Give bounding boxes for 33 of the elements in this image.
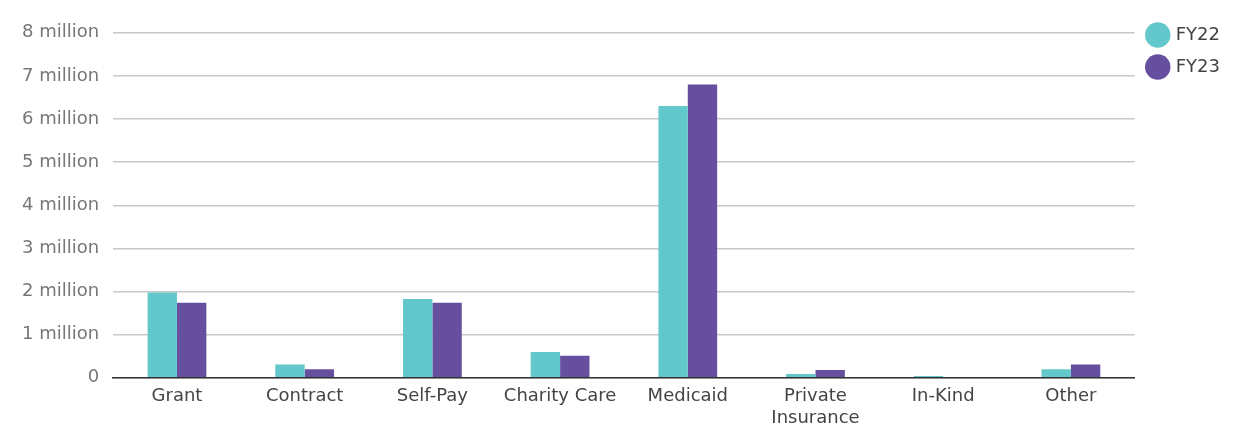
- y-tick-label: 6 million: [21, 106, 100, 128]
- bar: [786, 373, 816, 378]
- x-tick-label: Charity Care: [503, 384, 617, 406]
- bar: [687, 84, 718, 378]
- y-tick-label: 7 million: [21, 63, 100, 85]
- y-tick-label: 8 million: [21, 20, 100, 42]
- y-tick-label: 3 million: [21, 236, 100, 258]
- x-tick-label: Grant: [151, 384, 203, 406]
- x-tick-label: Contract: [265, 384, 344, 406]
- bar: [403, 298, 433, 378]
- bar: [560, 355, 590, 378]
- bar: [815, 370, 845, 378]
- legend-label: FY22: [1175, 22, 1221, 44]
- bar: [1041, 369, 1071, 378]
- x-tick-label: Other: [1045, 384, 1098, 406]
- x-tick-label: In-Kind: [911, 384, 975, 406]
- y-tick-label: 4 million: [21, 192, 100, 214]
- y-tick-label: 5 million: [21, 149, 100, 171]
- legend-label: FY23: [1175, 54, 1221, 76]
- x-tick-label: Private Insurance: [771, 384, 860, 427]
- bar: [1070, 364, 1101, 378]
- y-tick-label: 0: [87, 365, 100, 387]
- bar: [147, 292, 177, 378]
- bar: [530, 351, 561, 378]
- bar: [176, 302, 207, 378]
- bar: [304, 369, 335, 378]
- x-tick-label: Self-Pay: [396, 384, 469, 406]
- x-tick-label: Medicaid: [647, 384, 728, 406]
- bar: [432, 302, 462, 378]
- bar: [275, 364, 305, 378]
- y-tick-label: 1 million: [21, 322, 100, 344]
- y-tick-label: 2 million: [21, 279, 100, 301]
- bar: [658, 106, 688, 378]
